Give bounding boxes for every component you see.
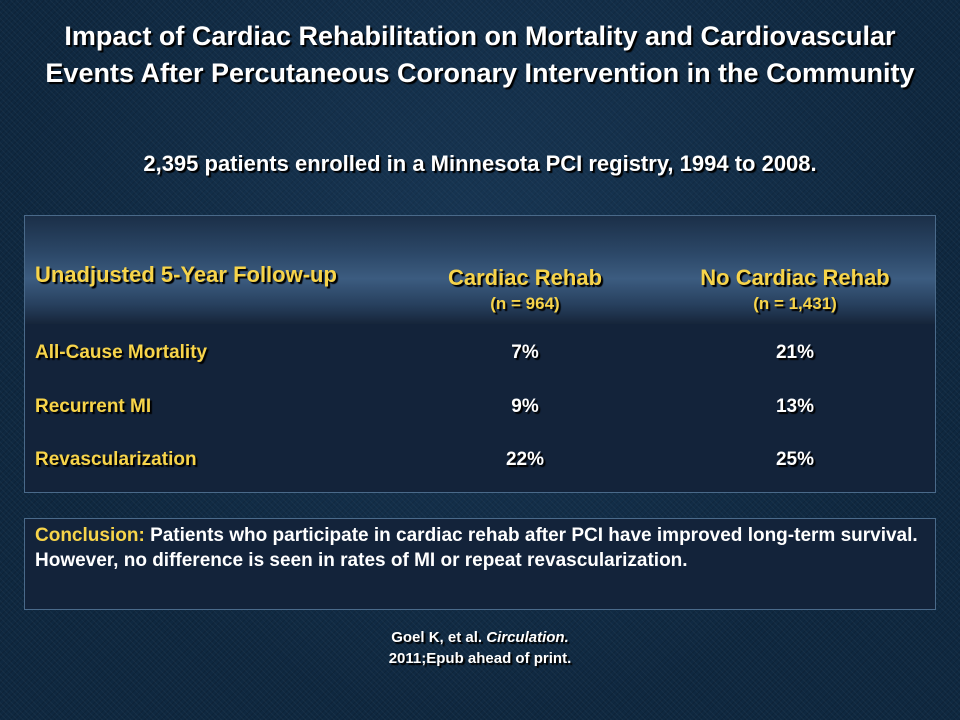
table-row: Revascularization 22% 25%: [25, 445, 935, 475]
citation-journal: Circulation.: [486, 629, 569, 646]
citation-details: 2011;Epub ahead of print.: [388, 650, 572, 667]
page-subtitle: 2,395 patients enrolled in a Minnesota P…: [143, 151, 817, 176]
table-row: Recurrent MI 9% 13%: [25, 392, 935, 422]
cell-cardiac-rehab: 9%: [511, 396, 539, 417]
table-header: Unadjusted 5-Year Follow-up Cardiac Reha…: [25, 216, 935, 324]
column-header-no-cardiac-rehab: No Cardiac Rehab (n = 1,431): [650, 264, 940, 316]
cell-cardiac-rehab: 22%: [505, 449, 545, 470]
results-table: Unadjusted 5-Year Follow-up Cardiac Reha…: [24, 215, 936, 493]
row-label: Recurrent MI: [35, 396, 152, 417]
conclusion-text: Patients who participate in cardiac reha…: [35, 525, 918, 571]
table-header-label: Unadjusted 5-Year Follow-up: [35, 262, 337, 287]
page-title: Impact of Cardiac Rehabilitation on Mort…: [45, 21, 915, 88]
cell-no-cardiac-rehab: 21%: [775, 342, 815, 363]
column-header-n: (n = 964): [490, 294, 560, 313]
cell-no-cardiac-rehab: 25%: [775, 449, 815, 470]
column-header-name: Cardiac Rehab: [447, 265, 603, 290]
column-header-n: (n = 1,431): [753, 294, 837, 313]
cell-cardiac-rehab: 7%: [511, 342, 539, 363]
row-label: All-Cause Mortality: [35, 342, 208, 363]
conclusion-box: Conclusion: Patients who participate in …: [24, 518, 936, 610]
table-row: All-Cause Mortality 7% 21%: [25, 338, 935, 368]
conclusion-label: Conclusion:: [35, 525, 145, 546]
citation: Goel K, et al. Circulation. 2011;Epub ah…: [280, 627, 680, 669]
cell-no-cardiac-rehab: 13%: [775, 396, 815, 417]
row-label: Revascularization: [35, 449, 197, 470]
column-header-name: No Cardiac Rehab: [700, 265, 890, 290]
column-header-cardiac-rehab: Cardiac Rehab (n = 964): [420, 264, 630, 316]
citation-authors: Goel K, et al.: [391, 629, 483, 646]
